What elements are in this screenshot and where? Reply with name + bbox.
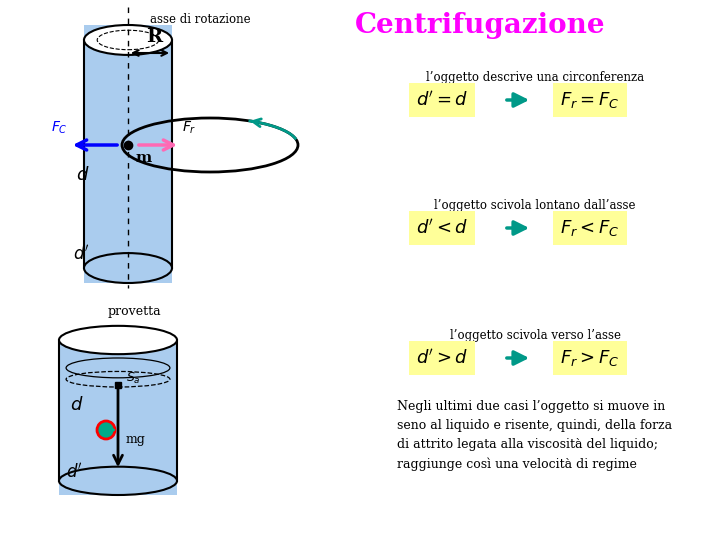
- Text: $d' < d$: $d' < d$: [416, 219, 468, 238]
- Text: Negli ultimi due casi l’oggetto si muove in
seno al liquido e risente, quindi, d: Negli ultimi due casi l’oggetto si muove…: [397, 400, 672, 471]
- Text: $F_r = F_C$: $F_r = F_C$: [560, 90, 620, 110]
- Text: l’oggetto scivola lontano dall’asse: l’oggetto scivola lontano dall’asse: [434, 199, 636, 212]
- Circle shape: [97, 421, 115, 439]
- Text: $F_r < F_C$: $F_r < F_C$: [560, 218, 620, 238]
- Text: l’oggetto descrive una circonferenza: l’oggetto descrive una circonferenza: [426, 71, 644, 84]
- Text: $d' = d$: $d' = d$: [416, 91, 468, 110]
- Text: $F_r > F_C$: $F_r > F_C$: [560, 348, 620, 368]
- Text: $d' > d$: $d' > d$: [416, 348, 468, 368]
- FancyBboxPatch shape: [59, 340, 177, 495]
- FancyBboxPatch shape: [84, 25, 172, 283]
- Ellipse shape: [84, 25, 172, 55]
- Text: provetta: provetta: [108, 305, 161, 318]
- Text: mg: mg: [126, 434, 146, 447]
- Text: l’oggetto scivola verso l’asse: l’oggetto scivola verso l’asse: [449, 328, 621, 341]
- Ellipse shape: [59, 326, 177, 354]
- Text: $d$: $d$: [70, 396, 84, 414]
- Text: asse di rotazione: asse di rotazione: [150, 13, 251, 26]
- Ellipse shape: [84, 253, 172, 283]
- Text: m: m: [136, 151, 152, 165]
- Text: $d'$: $d'$: [73, 245, 90, 264]
- Text: $S_a$: $S_a$: [126, 370, 140, 386]
- Text: Centrifugazione: Centrifugazione: [355, 12, 606, 39]
- Text: $d$: $d$: [76, 166, 89, 184]
- Text: $F_C$: $F_C$: [51, 119, 68, 136]
- Text: R: R: [146, 28, 162, 46]
- Text: $F_r$: $F_r$: [182, 119, 197, 136]
- Ellipse shape: [59, 467, 177, 495]
- Text: $d'$: $d'$: [66, 463, 83, 482]
